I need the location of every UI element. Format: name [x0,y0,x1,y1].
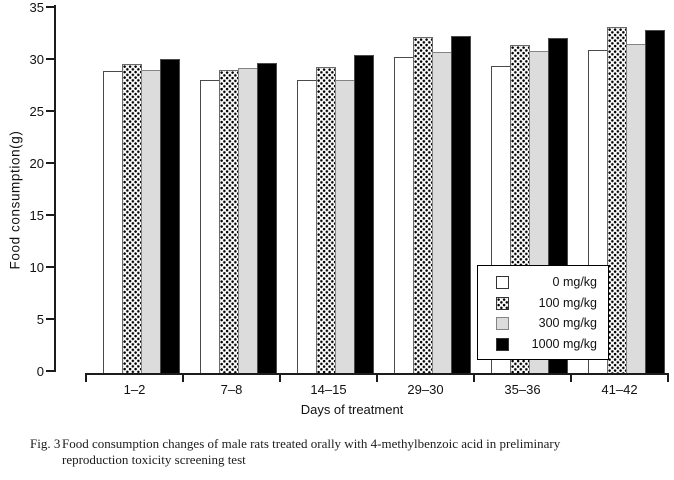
bar-white-7–8 [199,79,220,374]
x-category-label: 41–42 [601,382,638,397]
bar-black-29–30 [450,36,471,374]
y-tick-mark [46,162,55,164]
bar-gray-29–30 [431,51,452,374]
bar-black-1–2 [159,59,180,374]
x-category-label: 7–8 [220,382,243,397]
x-tick-mark [570,373,572,382]
bar-dotted-7–8 [218,70,239,374]
y-tick-label: 15 [29,207,44,223]
caption-line-1: Food consumption changes of male rats tr… [62,436,561,451]
bar-dotted-14–15 [315,67,336,374]
legend-label: 300 mg/kg [538,316,597,330]
legend-swatch-gray [496,317,509,330]
legend-label: 1000 mg/kg [531,336,597,351]
y-tick-label: 0 [36,363,44,379]
y-tick-label: 20 [29,155,44,171]
bar-white-1–2 [102,71,123,374]
x-axis-title: Days of treatment [300,402,404,417]
y-tick-mark [46,58,55,60]
legend-item: 1000 mg/kg [478,335,608,356]
y-tick-mark [46,110,55,112]
legend-item: 0 mg/kg [478,273,608,294]
legend-swatch-white [496,276,509,289]
x-category-label: 35–36 [504,382,541,397]
x-category-label: 14–15 [310,382,347,397]
bar-black-7–8 [256,63,277,374]
x-tick-mark [182,373,184,382]
caption-line-2: reproduction toxicity screening test [62,451,246,467]
legend-label: 100 mg/kg [538,295,597,310]
y-tick-label: 30 [29,51,44,67]
x-tick-mark [279,373,281,382]
y-tick-label: 10 [29,259,44,275]
bar-gray-7–8 [237,68,258,374]
y-tick-mark [46,370,55,372]
x-tick-mark [376,373,378,382]
legend-swatch-dotted [496,296,509,310]
bar-dotted-29–30 [412,37,433,374]
bar-dotted-1–2 [121,64,142,374]
y-tick-label: 5 [36,311,44,327]
bar-white-29–30 [393,56,414,374]
legend-swatch-black [496,337,509,351]
legend-item: 300 mg/kg [478,314,608,335]
legend-item: 100 mg/kg [478,294,608,315]
bar-gray-14–15 [334,79,355,374]
y-tick-mark [46,318,55,320]
x-category-label: 29–30 [407,382,444,397]
y-tick-mark [46,6,55,8]
y-tick-label: 25 [29,103,44,119]
y-axis-title: Food consumption(g) [7,130,23,270]
bar-gray-1–2 [140,70,161,374]
bar-white-14–15 [296,79,317,374]
x-tick-mark [667,373,669,382]
x-tick-mark [85,373,87,382]
bar-gray-41–42 [625,44,646,374]
y-tick-mark [46,214,55,216]
legend-box: 0 mg/kg 100 mg/kg 300 mg/kg 1000 mg/kg [477,265,609,360]
y-tick-label: 35 [29,0,44,15]
bar-black-14–15 [353,54,374,374]
bar-dotted-41–42 [606,26,627,374]
x-category-label: 1–2 [123,382,146,397]
bar-black-41–42 [644,29,665,374]
y-axis-line [54,5,56,372]
x-tick-mark [473,373,475,382]
y-tick-mark [46,266,55,268]
legend-label: 0 mg/kg [552,275,597,289]
figure-caption: Food consumption changes of male rats tr… [62,436,560,467]
caption-label: Fig. 3 [30,436,61,451]
